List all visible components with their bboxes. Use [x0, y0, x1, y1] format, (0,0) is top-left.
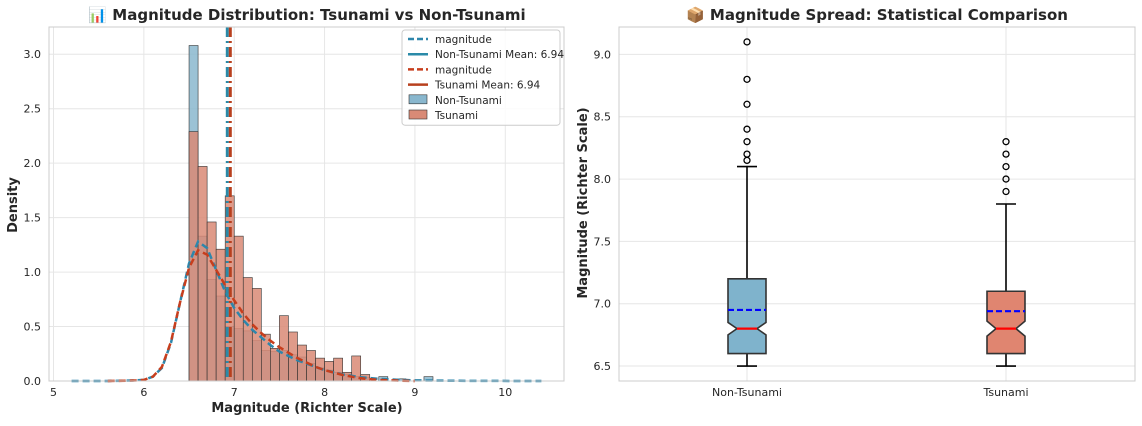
histogram-legend: magnitude Non-Tsunami Mean: 6.94 magnitude…: [401, 29, 564, 126]
kde-curve-tsunami: [107, 248, 415, 383]
box-body: [986, 290, 1026, 355]
x-tick-label: 8: [321, 386, 328, 399]
y-tick-label: 0.0: [24, 375, 42, 388]
histogram-title: 📊 Magnitude Distribution: Tsunami vs Non…: [88, 6, 525, 24]
y-tick-label: 8.5: [594, 111, 612, 124]
histogram-bar-tsunami: [215, 248, 226, 382]
histogram-bar-tsunami: [206, 221, 217, 382]
histogram-bar-tsunami: [251, 288, 262, 382]
outlier-point: [743, 138, 751, 146]
x-tick-label: 5: [50, 386, 57, 399]
y-tick-label: 0.5: [24, 321, 42, 334]
histogram-x-label: Magnitude (Richter Scale): [211, 401, 402, 416]
legend-label: magnitude: [435, 64, 492, 76]
x-tick-label: 9: [411, 386, 418, 399]
outlier-point: [1002, 138, 1010, 146]
boxplot-axes-frame: [618, 26, 1136, 382]
legend-box: [401, 29, 561, 126]
y-tick-label: 8.0: [594, 173, 612, 186]
boxplot-y-label: Magnitude (Richter Scale): [576, 107, 591, 298]
histogram-bar-tsunami: [197, 166, 208, 382]
box-body: [727, 277, 767, 355]
legend-label: Tsunami Mean: 6.94: [434, 80, 541, 92]
histogram-bar-tsunami: [270, 348, 280, 382]
legend-swatch: [408, 109, 428, 120]
outlier-point: [743, 125, 751, 133]
box-tsunami: [986, 138, 1026, 367]
outlier-point: [743, 75, 751, 84]
outlier-point: [1002, 150, 1010, 158]
histogram-x-ticks: 5 6 7 8 9 10: [50, 386, 512, 399]
y-tick-label: 1.5: [24, 212, 42, 225]
boxplot-gridlines: [619, 27, 1135, 381]
x-tick-label: 6: [140, 386, 147, 399]
x-tick-label: Tsunami: [982, 386, 1028, 399]
legend-label: Non-Tsunami: [435, 95, 502, 107]
y-tick-label: 7.0: [594, 298, 612, 311]
boxplot-x-ticks: Non-Tsunami Tsunami: [712, 386, 1029, 399]
outlier-point: [1002, 175, 1010, 183]
y-tick-label: 7.5: [594, 235, 612, 248]
histogram-y-label: Density: [6, 177, 21, 233]
y-tick-label: 2.5: [24, 103, 42, 116]
y-tick-label: 3.0: [24, 48, 42, 61]
histogram-bar-tsunami: [188, 131, 199, 382]
legend-label: Tsunami: [434, 110, 478, 122]
boxplot-boxes: [727, 38, 1026, 367]
boxplot-panel: 📦 Magnitude Spread: Statistical Comparis…: [576, 6, 1136, 399]
x-tick-label: 10: [498, 386, 512, 399]
outlier-point: [1002, 162, 1010, 171]
legend-label: Non-Tsunami Mean: 6.94: [435, 49, 564, 61]
y-tick-label: 6.5: [594, 360, 612, 373]
legend-label: magnitude: [435, 34, 492, 46]
y-tick-label: 2.0: [24, 157, 42, 170]
histogram-axes-frame: [48, 26, 565, 382]
y-tick-label: 1.0: [24, 266, 42, 279]
outlier-point: [1002, 187, 1010, 196]
histogram-bar-tsunami: [333, 357, 343, 382]
boxplot-y-ticks: 6.5 7.0 7.5 8.0 8.5 9.0: [594, 48, 612, 373]
box-non-tsunami: [727, 38, 767, 367]
legend-swatch: [408, 94, 428, 105]
kde-curves: [71, 239, 542, 383]
boxplot-title: 📦 Magnitude Spread: Statistical Comparis…: [686, 6, 1068, 24]
outlier-point: [743, 38, 751, 46]
outlier-point: [743, 150, 751, 158]
x-tick-label: 7: [231, 386, 238, 399]
mean-lines: [225, 27, 232, 381]
y-tick-label: 9.0: [594, 48, 612, 61]
histogram-y-ticks: 0.0 0.5 1.0 1.5 2.0 2.5 3.0: [24, 48, 42, 388]
x-tick-label: Non-Tsunami: [712, 386, 782, 399]
outlier-point: [743, 100, 751, 108]
histogram-panel: 📊 Magnitude Distribution: Tsunami vs Non…: [6, 6, 565, 416]
histogram-bars-tsunami: [188, 131, 371, 382]
